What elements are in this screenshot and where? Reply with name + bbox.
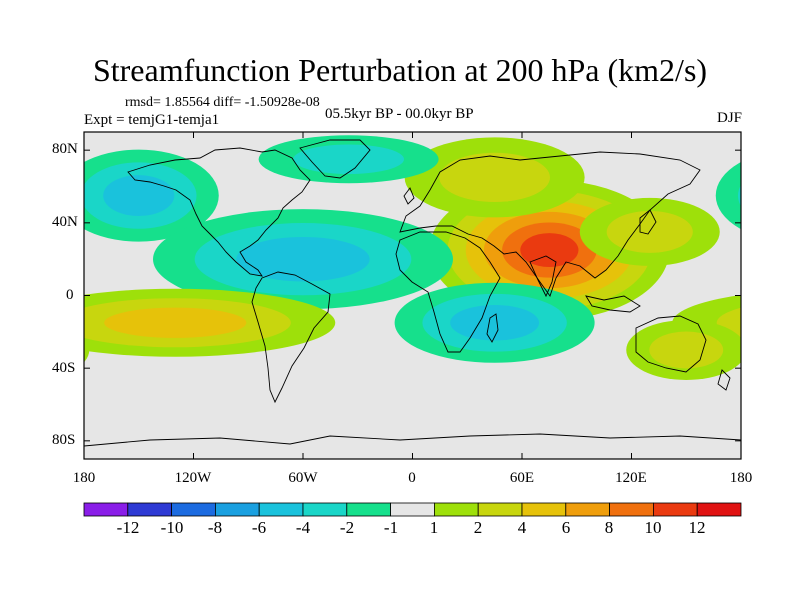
lon-label-60w: 60W: [288, 470, 318, 486]
contour-north-pacific-neg-level--4: [103, 175, 175, 217]
colorbar-swatch: [258, 502, 304, 517]
colorbar-swatch: [653, 502, 698, 517]
coastline-antarctica: [84, 433, 741, 447]
colorbar-label: -12: [116, 518, 140, 537]
coastline-north-america: [127, 147, 311, 277]
colorbar-swatch: [346, 502, 391, 517]
coastline-uk: [403, 187, 415, 205]
lon-label-60e: 60E: [509, 470, 535, 486]
colorbar-label: 2: [473, 518, 483, 537]
colorbar-swatch: [521, 502, 567, 517]
lat-label-40n: 40N: [52, 214, 78, 230]
coastline-greenland: [299, 139, 371, 179]
coastline-japan: [639, 209, 657, 235]
colorbar-label: 6: [561, 518, 571, 537]
colorbar-label: -1: [383, 518, 399, 537]
colorbar-label: -8: [207, 518, 223, 537]
coastlines: [84, 139, 741, 447]
season-label: DJF: [716, 110, 742, 126]
colorbar-swatch: [83, 502, 129, 517]
colorbar-label: 8: [604, 518, 614, 537]
coastline-south-america: [251, 271, 331, 404]
colorbar-label: 12: [688, 518, 706, 537]
colorbar-swatch: [302, 502, 348, 517]
colorbar-swatch: [127, 502, 173, 517]
lat-label-40s: 40S: [52, 360, 76, 376]
lon-label-180w: 180: [72, 470, 96, 486]
coastline-australia: [635, 315, 707, 373]
coastline-indonesia: [585, 295, 641, 313]
lat-label-80s: 80S: [52, 432, 76, 448]
colorbar-swatch: [477, 502, 523, 517]
period-label: 05.5kyr BP - 00.0kyr BP: [325, 106, 474, 122]
experiment-label: Expt = temjG1-temja1: [84, 112, 220, 128]
colorbar-swatch: [390, 502, 435, 517]
contour-tropical-atlantic-neg-level--4: [236, 236, 370, 282]
colorbar-label: -6: [251, 518, 267, 537]
contour-north-pacific-neg-wrap-level--2: [737, 184, 741, 207]
colorbar-label: 10: [644, 518, 662, 537]
contour-north-pacific-neg-wrap-level--1: [715, 162, 741, 230]
coastline-india: [529, 255, 557, 298]
contour-south-pacific-pos-wrap-level-4: [761, 308, 800, 338]
colorbar-label: -10: [160, 518, 184, 537]
coastline-eurasia: [399, 151, 701, 297]
colorbar-swatch: [171, 502, 216, 517]
lat-label-80n: 80N: [52, 141, 78, 157]
contour-north-atlantic-neg-level--2: [293, 144, 405, 175]
colorbar-swatch: [696, 502, 742, 517]
lon-label-120w: 120W: [174, 470, 212, 486]
colorbar-label: 1: [429, 518, 439, 537]
colorbar-swatch: [214, 502, 260, 517]
colorbar-swatch: [609, 502, 654, 517]
axis-ticks: [83, 132, 742, 459]
contour-south-asia-max-level-10: [520, 233, 579, 268]
colorbar-label: -2: [339, 518, 355, 537]
contour-australia-pos-wrap-level-1: [84, 337, 90, 363]
colorbar: [83, 502, 742, 517]
lon-label-180e: 180: [729, 470, 753, 486]
colorbar-label: -4: [295, 518, 311, 537]
plot-title: Streamfunction Perturbation at 200 hPa (…: [92, 52, 708, 88]
colorbar-label: 4: [517, 518, 527, 537]
lon-label-0: 0: [408, 470, 416, 486]
rmsd-diff-stats: rmsd= 1.85564 diff= -1.50928e-08: [125, 95, 320, 110]
contour-australia-pos-level-2: [649, 331, 724, 369]
lon-label-120e: 120E: [615, 470, 647, 486]
coastline-new-zealand: [717, 369, 731, 391]
coastline-madagascar: [486, 313, 499, 343]
lat-label-eq: 0: [66, 287, 74, 303]
contour-europe-pos-level-2: [439, 152, 551, 203]
colorbar-swatch: [433, 502, 479, 517]
coastline-africa: [395, 231, 501, 353]
contour-north-pacific-neg-wrap-level--4: [760, 175, 800, 216]
contour-south-pacific-pos-level-4: [104, 307, 247, 338]
colorbar-swatch: [565, 502, 610, 517]
contour-indian-ocean-neg-level--4: [450, 304, 540, 341]
